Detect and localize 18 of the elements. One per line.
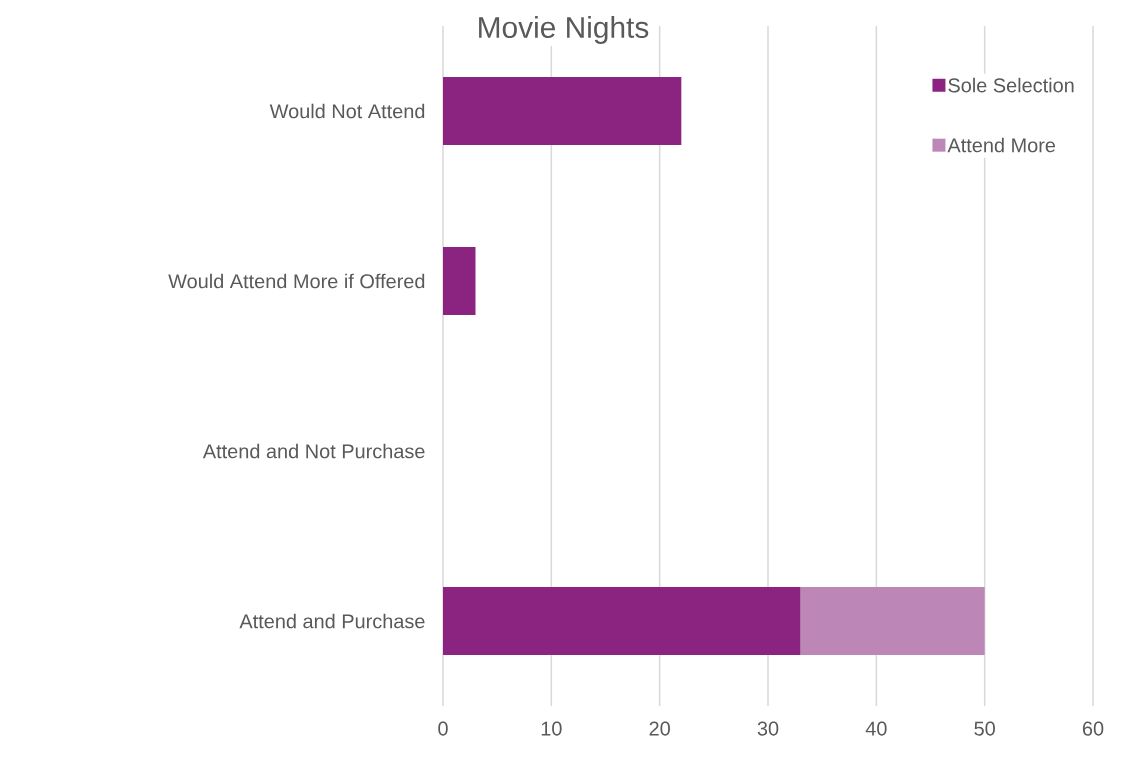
bar bbox=[443, 587, 801, 656]
x-tick-label: 0 bbox=[438, 721, 448, 736]
legend-label: Attend More bbox=[947, 137, 1056, 153]
bar bbox=[443, 77, 682, 145]
x-tick-label: 20 bbox=[649, 721, 670, 736]
x-tick-label: 10 bbox=[541, 721, 562, 736]
y-tick-label: Attend and Purchase bbox=[239, 613, 425, 629]
legend-label: Sole Selection bbox=[948, 77, 1074, 93]
x-tick-label: 60 bbox=[1082, 721, 1104, 736]
chart-title: Movie Nights bbox=[479, 16, 649, 44]
x-tick-label: 50 bbox=[974, 721, 995, 736]
x-tick-label: 40 bbox=[865, 721, 887, 736]
y-tick-label: Attend and Not Purchase bbox=[202, 443, 425, 459]
x-tick-label: 30 bbox=[757, 721, 779, 736]
y-tick-label: Would Attend More if Offered bbox=[168, 273, 425, 289]
bar bbox=[800, 587, 985, 656]
y-tick-label: Would Not Attend bbox=[269, 103, 425, 119]
bar bbox=[443, 247, 476, 315]
